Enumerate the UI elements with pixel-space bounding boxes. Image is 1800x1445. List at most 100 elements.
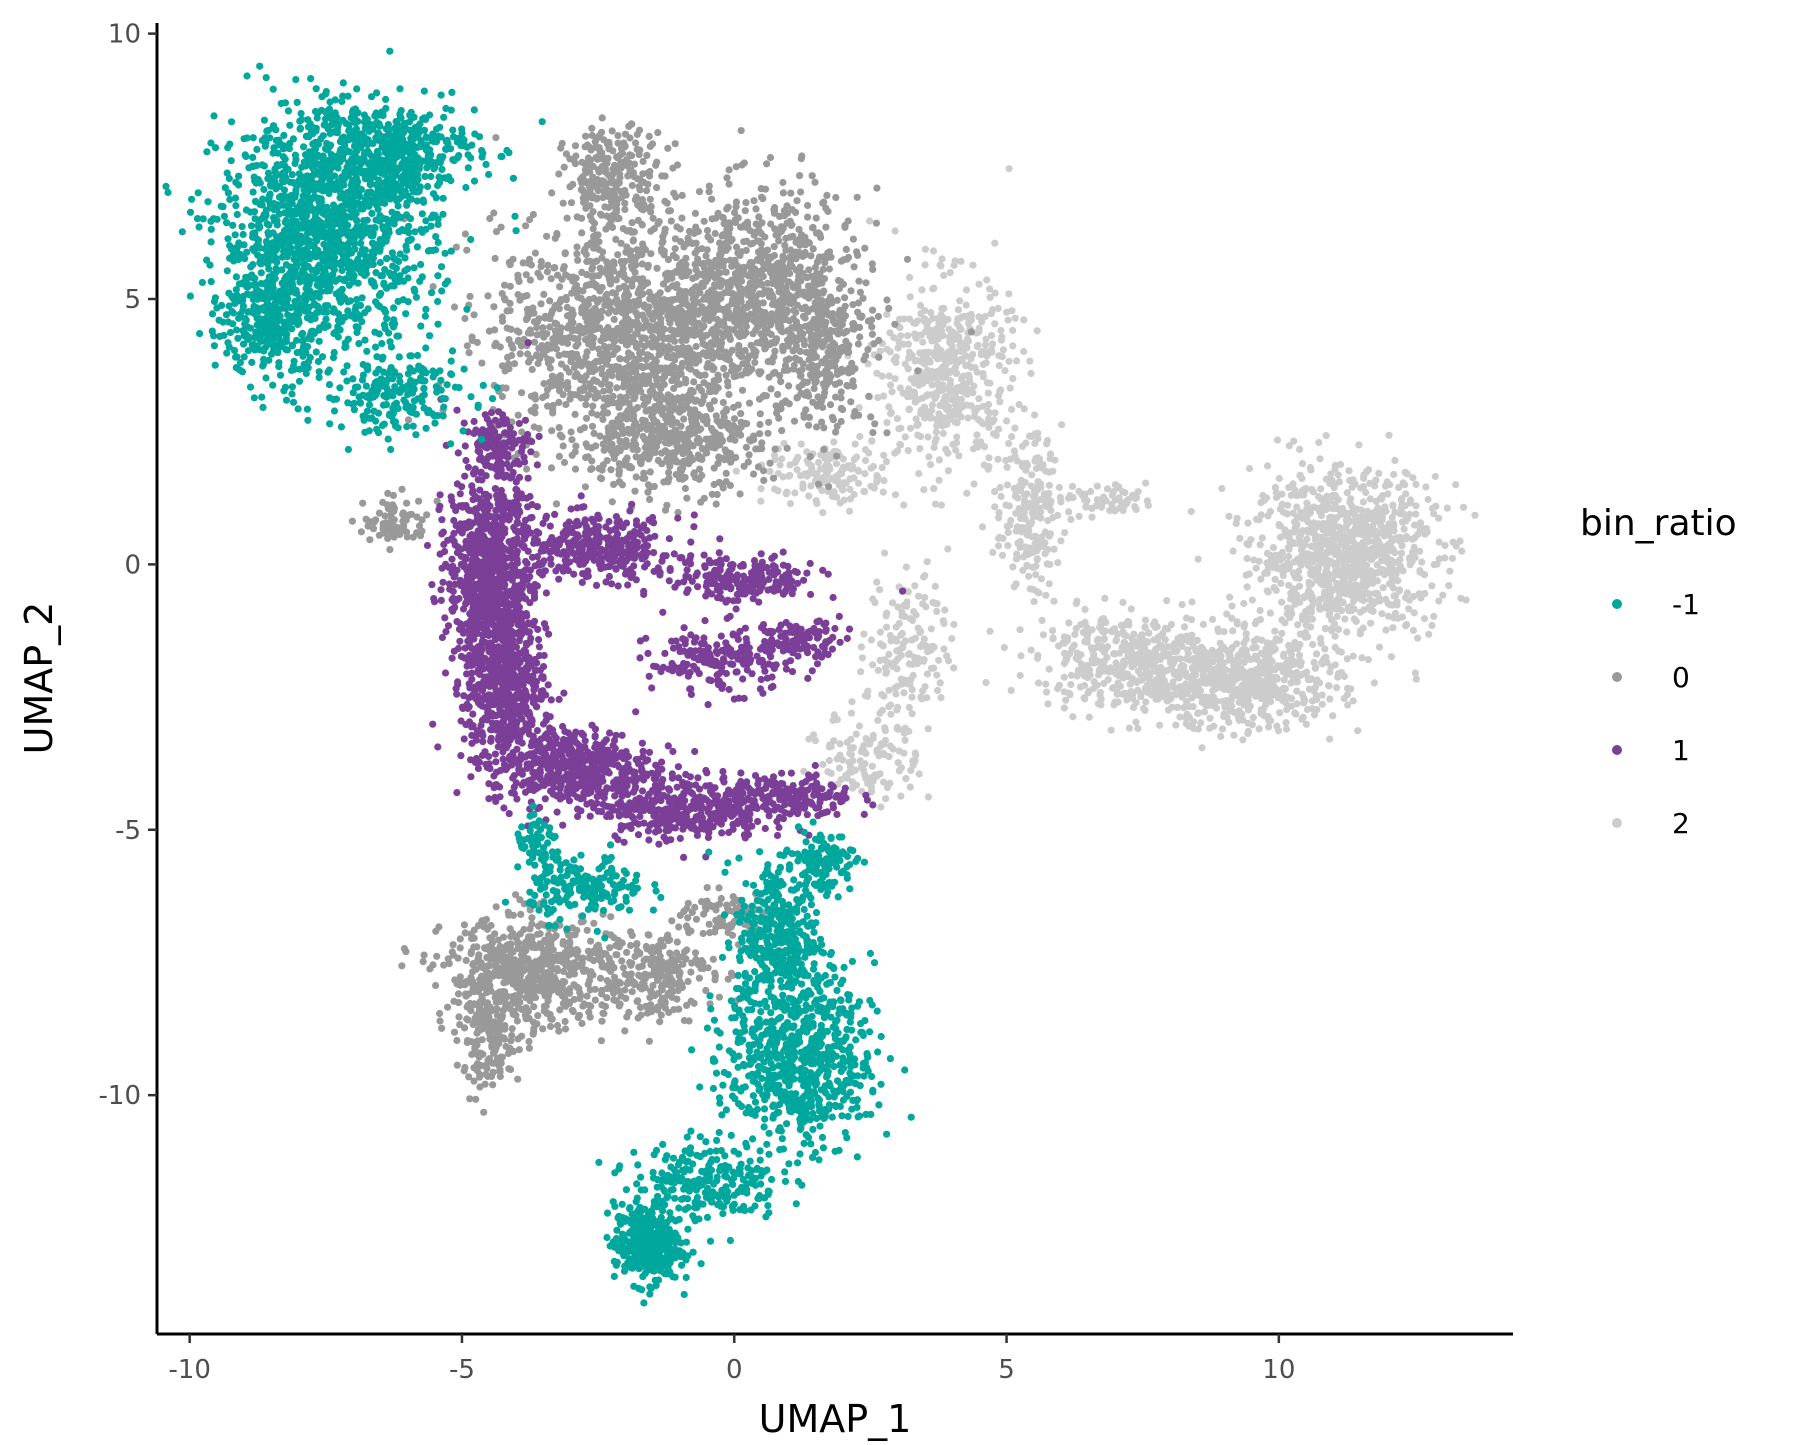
data-point [1291, 709, 1299, 717]
data-point [928, 401, 937, 409]
data-point [1239, 736, 1247, 744]
data-point [1306, 463, 1314, 472]
data-point [1347, 528, 1355, 536]
data-point [1222, 680, 1230, 688]
data-point [1351, 511, 1359, 519]
data-point [806, 453, 814, 461]
data-point [822, 471, 830, 479]
data-point [974, 416, 983, 424]
data-point [1081, 695, 1089, 703]
data-point [1318, 700, 1326, 708]
data-point [1010, 583, 1018, 591]
data-point [573, 350, 581, 358]
data-point [757, 497, 765, 505]
data-point [599, 415, 607, 424]
data-point [906, 273, 914, 281]
data-point [506, 307, 514, 315]
data-point [931, 395, 939, 403]
data-point [955, 336, 963, 344]
data-point [1389, 501, 1397, 509]
data-point [752, 205, 760, 213]
data-point [707, 405, 715, 413]
data-point [691, 209, 700, 217]
data-point [858, 654, 867, 662]
data-point [1307, 608, 1315, 616]
data-point [504, 360, 512, 368]
data-point [868, 330, 877, 338]
data-point [1364, 656, 1372, 664]
data-point [1249, 714, 1257, 722]
data-point [924, 433, 932, 441]
data-point [580, 308, 588, 316]
data-point [509, 255, 517, 263]
data-point [735, 342, 743, 351]
data-point [646, 310, 654, 318]
data-point [1034, 651, 1042, 659]
data-point [1424, 495, 1432, 504]
data-point [1271, 557, 1279, 565]
data-point [1134, 724, 1142, 733]
data-point [1408, 535, 1417, 543]
data-point [1325, 611, 1333, 619]
data-point [1395, 483, 1403, 492]
data-point [1315, 520, 1323, 528]
data-point [522, 316, 531, 324]
data-point [897, 631, 905, 639]
data-point [901, 724, 909, 732]
data-point [1443, 504, 1451, 512]
data-point [860, 487, 868, 495]
data-point [941, 606, 949, 614]
data-point [600, 342, 609, 350]
data-point [1115, 504, 1124, 512]
data-point [604, 296, 612, 304]
data-point [1262, 701, 1270, 709]
data-point [1034, 679, 1043, 687]
data-point [997, 326, 1005, 335]
data-point [1334, 505, 1342, 513]
data-point [1345, 467, 1353, 475]
data-point [589, 273, 597, 281]
data-point [946, 269, 954, 277]
data-point [1219, 670, 1227, 678]
data-point [561, 250, 569, 258]
data-point [1372, 476, 1380, 484]
data-point [526, 216, 534, 224]
data-point [1044, 700, 1052, 708]
data-point [1077, 621, 1085, 629]
data-point [1267, 717, 1275, 725]
data-point [1141, 623, 1149, 631]
data-point [1310, 687, 1318, 695]
data-point [1271, 483, 1279, 491]
data-point [1004, 528, 1012, 537]
data-point [951, 400, 959, 409]
data-point [1258, 534, 1266, 542]
data-point [1248, 596, 1256, 604]
data-point [1316, 504, 1324, 512]
data-point [612, 235, 620, 243]
data-point [982, 335, 990, 343]
data-point [897, 332, 905, 340]
data-point [996, 398, 1004, 406]
data-point [1022, 439, 1030, 447]
data-point [540, 290, 548, 298]
data-point [951, 418, 959, 426]
data-point [1038, 616, 1046, 625]
data-point [724, 203, 732, 211]
data-point [1334, 586, 1342, 594]
data-point [614, 345, 622, 353]
data-point [1023, 490, 1031, 498]
data-point [1412, 502, 1420, 510]
data-point [994, 304, 1002, 312]
data-point [918, 394, 927, 402]
data-point [1375, 539, 1383, 547]
data-point [740, 331, 748, 339]
data-point [1389, 624, 1397, 632]
data-point [1255, 516, 1263, 524]
data-point [1040, 543, 1048, 551]
data-point [566, 395, 574, 403]
data-point [939, 372, 947, 380]
data-point [606, 351, 614, 359]
data-point [694, 351, 702, 360]
data-point [1043, 688, 1051, 696]
data-point [880, 692, 888, 700]
